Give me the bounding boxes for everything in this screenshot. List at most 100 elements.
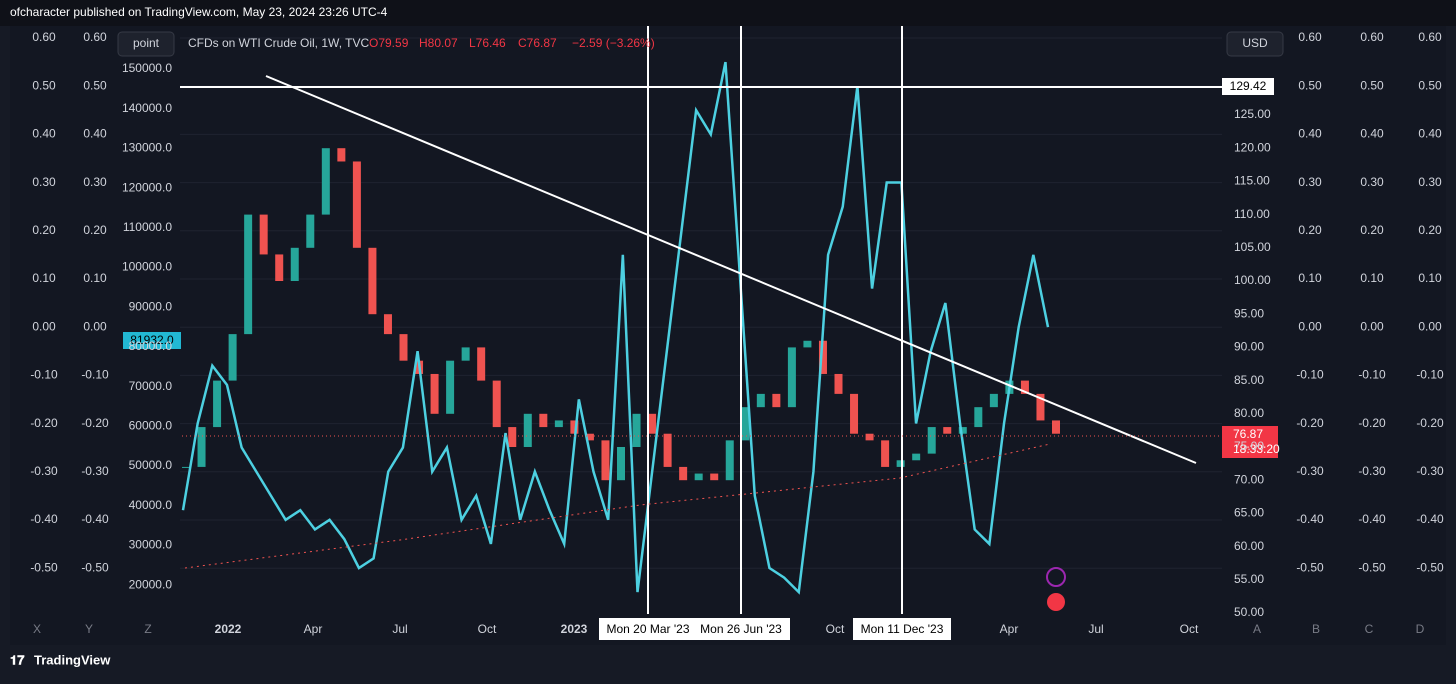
osc-tick-label: -0.40 — [1358, 512, 1386, 526]
countdown-label: 18:33:20 — [1233, 442, 1280, 456]
corner-button[interactable]: Z — [144, 622, 151, 636]
flag-icon[interactable] — [1047, 593, 1065, 611]
event-icon[interactable] — [1046, 567, 1066, 587]
osc-tick-label: -0.30 — [30, 464, 58, 478]
volume-tick-label: 120000.0 — [122, 180, 172, 194]
candle — [182, 466, 190, 468]
osc-tick-label: 0.40 — [1360, 127, 1384, 141]
candle — [306, 214, 315, 248]
volume-badge — [123, 332, 181, 349]
osc-tick-label: 0.00 — [1360, 319, 1384, 333]
volume-tick-label: 100000.0 — [122, 260, 172, 274]
osc-tick-label: -0.50 — [1416, 560, 1444, 574]
candle — [352, 161, 361, 248]
osc-tick-label: -0.50 — [30, 560, 58, 574]
candle — [368, 247, 377, 315]
legend-low: L76.46 — [469, 36, 506, 50]
candle — [772, 393, 781, 408]
candle — [197, 427, 206, 467]
candle — [834, 373, 843, 394]
osc-tick-label: -0.30 — [1416, 464, 1444, 478]
candle — [321, 148, 330, 215]
currency-button-label[interactable]: USD — [1242, 36, 1268, 50]
crosshair-badge — [853, 618, 951, 640]
price-tick-label: 55.00 — [1234, 572, 1264, 586]
candle — [585, 433, 594, 441]
price-tick-label: 115.00 — [1234, 174, 1270, 188]
corner-button[interactable]: C — [1365, 622, 1374, 636]
price-tick-label: 65.00 — [1234, 506, 1264, 520]
candle — [539, 413, 548, 428]
oscillator-line — [181, 61, 1050, 595]
crosshair-badge — [599, 618, 697, 640]
candle — [896, 460, 905, 467]
osc-tick-label: 0.30 — [83, 175, 107, 189]
dotted-ma — [184, 443, 1051, 569]
time-tick-label: Oct — [826, 622, 845, 636]
corner-button[interactable]: A — [1253, 622, 1261, 636]
chart-panel — [10, 26, 1446, 645]
osc-tick-label: 0.30 — [1298, 175, 1322, 189]
osc-tick-label: 0.60 — [1418, 30, 1442, 44]
candle — [554, 420, 563, 428]
osc-tick-label: -0.20 — [1296, 416, 1324, 430]
volume-tick-label: 130000.0 — [122, 141, 172, 155]
header-bar — [0, 0, 1456, 26]
scale-button-label[interactable]: point — [133, 36, 160, 50]
corner-button[interactable]: D — [1416, 622, 1425, 636]
candle — [1052, 420, 1060, 434]
price-tick-label: 105.00 — [1234, 240, 1271, 254]
candle — [927, 427, 936, 454]
currency-button[interactable] — [1226, 31, 1284, 57]
osc-tick-label: 0.20 — [32, 223, 56, 237]
osc-tick-label: -0.10 — [1416, 368, 1444, 382]
osc-tick-label: 0.20 — [1418, 223, 1442, 237]
price-tick-label: 50.00 — [1234, 605, 1264, 619]
legend-symbol: CFDs on WTI Crude Oil, 1W, TVC — [188, 36, 369, 50]
price-tick-label: 120.00 — [1234, 140, 1271, 154]
volume-tick-label: 60000.0 — [129, 418, 173, 432]
osc-tick-label: 0.40 — [1298, 127, 1322, 141]
candle — [337, 148, 346, 162]
osc-tick-label: -0.40 — [1296, 512, 1324, 526]
osc-tick-label: 0.50 — [1418, 78, 1442, 92]
corner-button[interactable]: X — [33, 622, 41, 636]
osc-tick-label: -0.30 — [1358, 464, 1386, 478]
candle — [601, 440, 610, 481]
osc-tick-label: 0.50 — [83, 78, 107, 92]
price-tick-label: 75.00 — [1234, 439, 1264, 453]
osc-tick-label: 0.00 — [1298, 319, 1322, 333]
volume-tick-label: 20000.0 — [129, 577, 173, 591]
candle — [492, 380, 501, 428]
candle — [461, 347, 470, 361]
candle — [881, 440, 890, 467]
legend-open: O79.59 — [369, 36, 409, 50]
osc-tick-label: 0.50 — [32, 78, 56, 92]
candle — [710, 473, 719, 481]
scale-button[interactable] — [117, 31, 175, 57]
candle — [912, 453, 921, 461]
osc-tick-label: 0.50 — [1298, 78, 1322, 92]
osc-tick-label: -0.10 — [1296, 368, 1324, 382]
osc-tick-label: 0.10 — [32, 271, 56, 285]
footer-brand: TradingView — [34, 652, 111, 667]
osc-tick-label: -0.30 — [81, 464, 109, 478]
osc-tick-label: 0.00 — [32, 319, 56, 333]
volume-tick-label: 140000.0 — [122, 101, 172, 115]
osc-tick-label: 0.00 — [1418, 319, 1442, 333]
corner-button[interactable]: Y — [85, 622, 93, 636]
time-tick-label: Apr — [1000, 622, 1019, 636]
candle — [1036, 393, 1045, 421]
osc-tick-label: -0.10 — [81, 368, 109, 382]
level-badge-label: 129.42 — [1230, 79, 1267, 93]
osc-tick-label: 0.10 — [83, 271, 107, 285]
osc-tick-label: 0.20 — [1298, 223, 1322, 237]
price-tick-label: 80.00 — [1234, 406, 1264, 420]
osc-tick-label: 0.30 — [1360, 175, 1384, 189]
osc-tick-label: -0.50 — [1296, 560, 1324, 574]
volume-tick-label: 30000.0 — [129, 538, 173, 552]
corner-button[interactable]: B — [1312, 622, 1320, 636]
footer-logo: 𝟏𝟕 — [10, 652, 25, 667]
candle — [259, 214, 268, 255]
